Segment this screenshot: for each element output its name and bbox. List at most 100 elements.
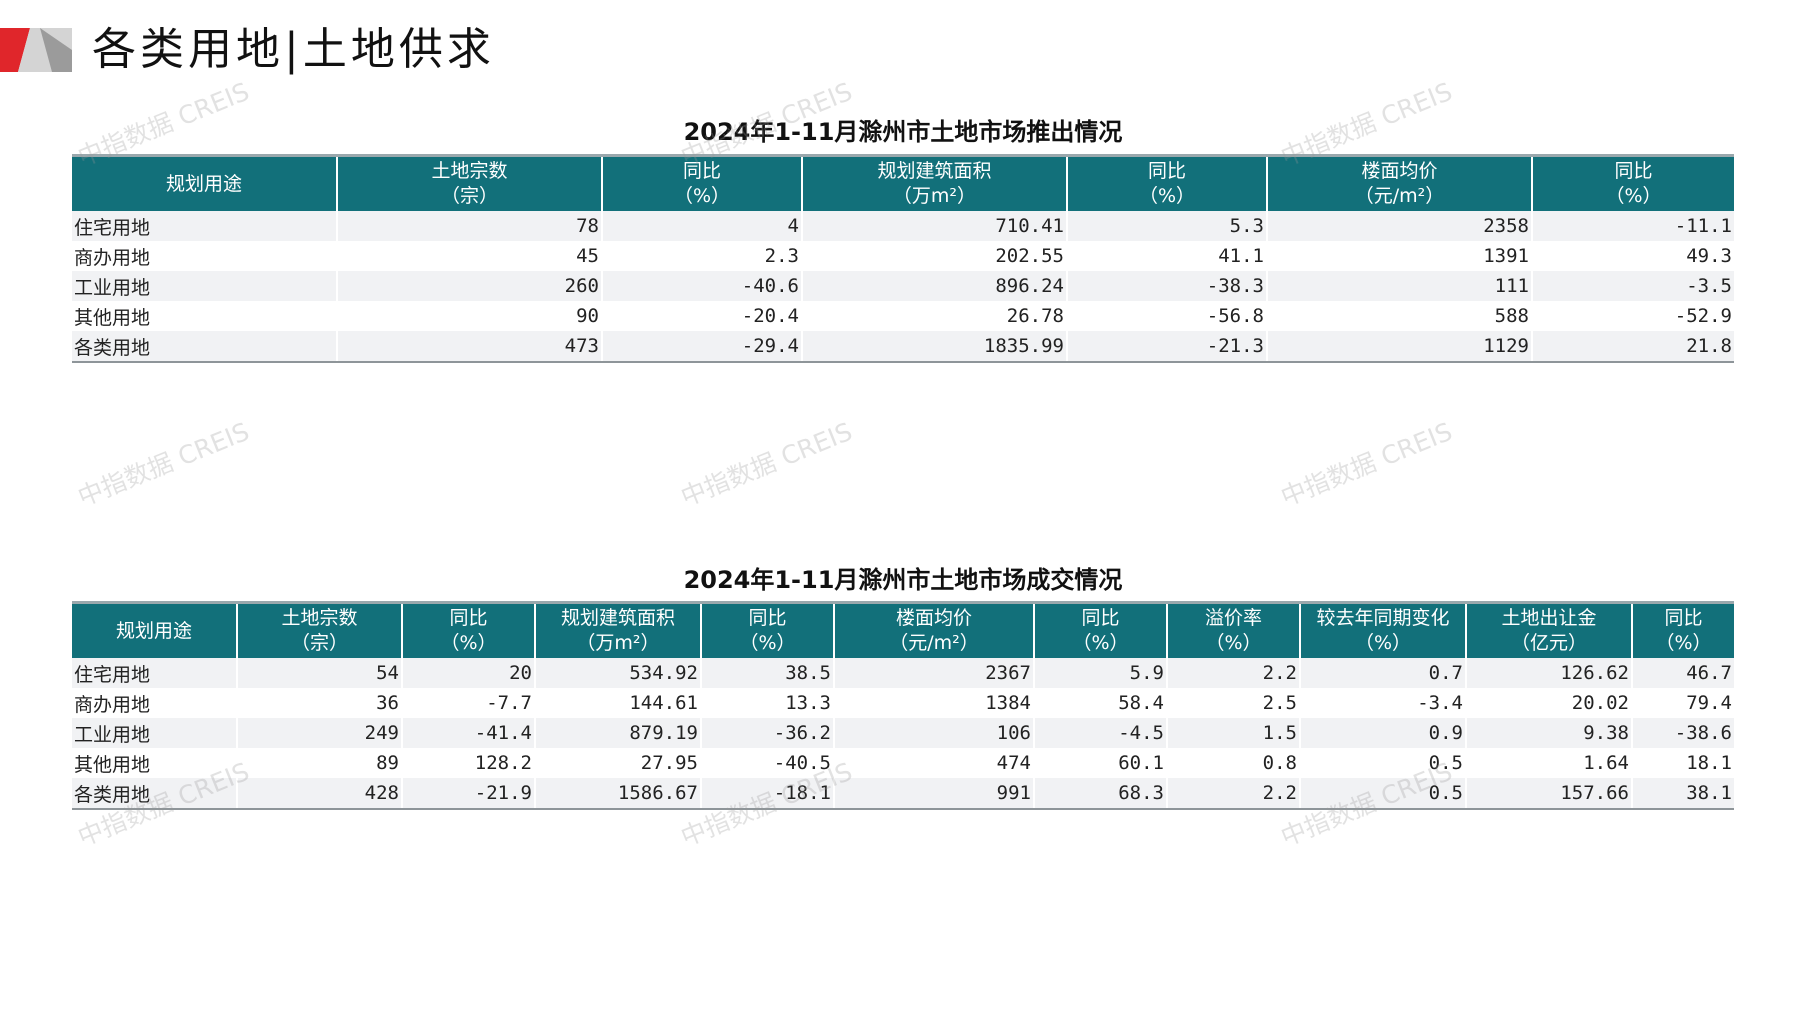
- table-cell: 45: [337, 241, 603, 271]
- column-header-label: 土地出让金: [1501, 607, 1597, 629]
- column-header: 土地宗数 （宗）: [337, 155, 603, 211]
- row-label: 其他用地: [72, 301, 338, 331]
- table-cell: 41.1: [1067, 241, 1268, 271]
- table-cell: -4.5: [1034, 718, 1168, 748]
- column-header-label: 同比: [1614, 160, 1653, 182]
- column-header: 土地出让金 （亿元）: [1466, 602, 1633, 658]
- table-cell: -3.4: [1300, 688, 1467, 718]
- column-header-unit: （%）: [1072, 632, 1129, 654]
- table-cell: 18.1: [1686, 752, 1732, 774]
- table-cell: 49.3: [1686, 245, 1732, 267]
- row-label: 住宅用地: [72, 658, 238, 688]
- table-cell: 126.62: [1466, 658, 1633, 688]
- watermark: 中指数据 CREIS: [73, 416, 254, 512]
- table-cell: 27.95: [535, 748, 702, 778]
- column-header-label: 土地宗数: [431, 160, 508, 182]
- column-header: 较去年同期变化 （%）: [1300, 602, 1467, 658]
- row-label: 其他用地: [72, 748, 238, 778]
- row-label: 各类用地: [72, 331, 338, 363]
- table-cell: -56.8: [1067, 301, 1268, 331]
- table-cell: 249: [237, 718, 403, 748]
- table-cell: 89: [237, 748, 403, 778]
- table-cell: 46.7: [1632, 658, 1734, 688]
- table-cell: 144.61: [535, 688, 702, 718]
- table-cell: 20.02: [1466, 688, 1633, 718]
- column-header-label: 规划建筑面积: [560, 607, 675, 629]
- column-header: 规划用途: [72, 602, 238, 658]
- row-label: 商办用地: [72, 241, 338, 271]
- table-cell: 1586.67: [535, 778, 702, 810]
- row-label: 工业用地: [72, 718, 238, 748]
- table-cell: 38.5: [701, 658, 835, 688]
- table-cell: 260: [337, 271, 603, 301]
- table-cell: 428: [237, 778, 403, 810]
- column-header-label: 同比: [449, 607, 488, 629]
- table-cell: -21.9: [402, 778, 536, 810]
- table-cell: 0.5: [1300, 778, 1467, 810]
- column-header: 楼面均价 （元/m²）: [1267, 155, 1533, 211]
- column-header-label: 同比: [682, 160, 721, 182]
- deal-table-title: 2024年1-11月滁州市土地市场成交情况: [683, 566, 1123, 594]
- column-header: 同比 （%）: [1034, 602, 1168, 658]
- column-header: 规划建筑面积 （万m²）: [535, 602, 702, 658]
- table-row: 工业用地 260 -40.6 896.24 -38.3 111 -3.5: [72, 271, 1734, 301]
- supply-table: 规划用途 土地宗数 （宗） 同比 （%） 规划建筑面积 （万m²） 同比 （%） 楼面均价 （元/m…: [72, 154, 1734, 363]
- column-header-unit: （宗）: [440, 185, 498, 207]
- table-cell: 534.92: [535, 658, 702, 688]
- table-cell: -7.7: [402, 688, 536, 718]
- table-cell: 991: [834, 778, 1035, 810]
- column-header: 楼面均价 （元/m²）: [834, 602, 1035, 658]
- row-label: 工业用地: [72, 271, 338, 301]
- table-cell: -41.4: [402, 718, 536, 748]
- column-header-label: 楼面均价: [1361, 160, 1438, 182]
- table-cell: 2367: [834, 658, 1035, 688]
- column-header-unit: （元/m²）: [1354, 185, 1445, 207]
- column-header-label: 土地宗数: [281, 607, 358, 629]
- table-cell: 2.2: [1167, 778, 1301, 810]
- table-cell: 157.66: [1466, 778, 1633, 810]
- table-cell: -3.5: [1532, 271, 1734, 301]
- column-header-unit: （元/m²）: [889, 632, 979, 654]
- table-cell: 0.8: [1167, 748, 1301, 778]
- column-header: 规划用途: [72, 155, 338, 211]
- column-header-label: 同比: [748, 607, 787, 629]
- row-label: 各类用地: [72, 778, 238, 810]
- table-cell: 1835.99: [802, 331, 1068, 363]
- table-cell: 38.1: [1632, 778, 1734, 810]
- column-header-unit: （%）: [1205, 632, 1262, 654]
- table-cell: 1.5: [1167, 718, 1301, 748]
- table-row: 工业用地 249 -41.4 879.19 -36.2 106 -4.5 1.5 0.9 9.38…: [72, 718, 1734, 748]
- table-cell: 2358: [1267, 211, 1533, 241]
- supply-table-body: 住宅用地 78 4 710.41 5.3 2358 -11.1 商办用地 45 2.3 202.55…: [72, 211, 1734, 363]
- table-cell: 2.5: [1167, 688, 1301, 718]
- column-header-label: 较去年同期变化: [1316, 607, 1450, 629]
- column-header-unit: （%）: [1138, 185, 1196, 207]
- table-cell: -18.1: [701, 778, 835, 810]
- table-cell: 26.78: [802, 301, 1068, 331]
- table-row: 其他用地 89 128.2 27.95 -40.5 474 60.1 0.8 0.5 1.64 18…: [72, 748, 1734, 778]
- table-cell: 879.19: [535, 718, 702, 748]
- table-cell: 79.4: [1686, 692, 1732, 714]
- table-cell: 111: [1267, 271, 1533, 301]
- deal-table-header: 规划用途 土地宗数 （宗） 同比 （%） 规划建筑面积 （万m²） 同比 （%） 楼面均价 （元/m…: [72, 602, 1734, 658]
- table-cell: -21.3: [1067, 331, 1268, 363]
- column-header-label: 规划建筑面积: [877, 160, 992, 182]
- table-row: 各类用地 473 -29.4 1835.99 -21.3 1129 21.8: [72, 331, 1734, 363]
- table-cell: 1391: [1267, 241, 1533, 271]
- column-header-unit: （%）: [1354, 632, 1412, 654]
- column-header: 同比 （%）: [402, 602, 536, 658]
- table-cell: -52.9: [1674, 305, 1732, 327]
- table-cell: 5.3: [1067, 211, 1268, 241]
- table-cell: 1384: [834, 688, 1035, 718]
- column-header: 同比 （%）: [1067, 155, 1268, 211]
- watermark: 中指数据 CREIS: [676, 416, 857, 512]
- column-header-unit: （万m²）: [892, 185, 977, 207]
- row-label: 商办用地: [72, 688, 238, 718]
- table-cell: 1129: [1267, 331, 1533, 363]
- table-cell: 128.2: [402, 748, 536, 778]
- table-cell: 896.24: [802, 271, 1068, 301]
- table-cell: 0.9: [1300, 718, 1467, 748]
- table-cell: 78: [337, 211, 603, 241]
- table-cell: 54: [237, 658, 403, 688]
- column-header-label: 楼面均价: [895, 607, 972, 629]
